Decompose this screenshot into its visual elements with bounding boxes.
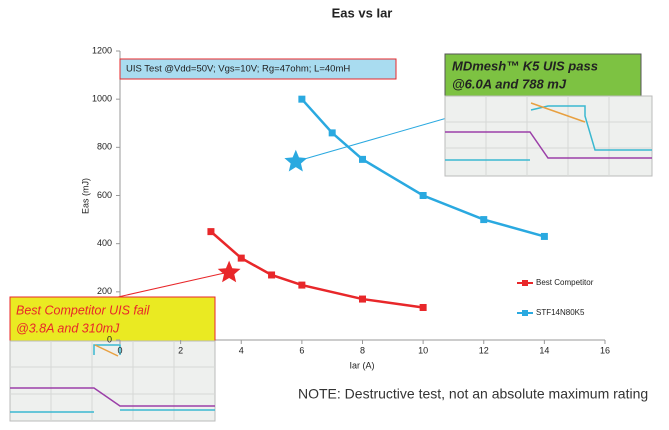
scope-image [444,95,653,177]
conditions-box [119,58,397,80]
y-tick-label: 600 [97,190,112,200]
y-axis-label: Eas (mJ) [80,178,90,214]
fail-text: @3.8A and 310mJ [16,321,120,335]
point [268,271,276,279]
highlight-star [217,260,241,283]
fail-box [9,296,216,342]
x-tick-label: 2 [178,345,183,355]
x-tick-label: 0 [117,345,122,355]
y-tick-label: 1000 [92,94,112,104]
chart-title: Eas vs Iar [332,5,393,20]
y-tick-label: 800 [97,142,112,152]
ticks: 0 200 400 600 800 1000 1200 0 2 4 6 8 10 12 14 16 [92,45,610,355]
x-tick-label: 14 [539,345,549,355]
series-line [300,98,545,238]
y-tick-label: 0 [107,334,112,344]
point [359,295,366,303]
x-tick-label: 16 [600,345,610,355]
point [359,155,366,163]
legend-swatch [522,310,528,316]
legend-swatch [522,280,528,286]
point [328,129,336,137]
highlight-star [284,149,308,172]
connector [293,117,448,163]
fail-text: Best Competitor UIS fail [16,303,151,317]
point [298,281,306,289]
point [540,232,548,240]
legend-label: Best Competitor [536,278,594,287]
x-tick-label: 4 [239,345,244,355]
x-tick-label: 8 [360,345,365,355]
pass-text: MDmesh™ K5 UIS pass [452,58,598,73]
x-axis-label: Iar (A) [349,360,374,370]
x-tick-label: 12 [479,345,489,355]
point [419,303,427,311]
point [237,254,245,262]
note: NOTE: Destructive test, not an absolute … [298,386,648,402]
point [480,216,488,224]
x-tick-label: 6 [299,345,304,355]
legend-label: STF14N80K5 [536,308,585,317]
series-line [210,230,424,309]
point [419,192,427,199]
y-tick-label: 400 [97,238,112,248]
x-tick-label: 10 [418,345,428,355]
y-tick-label: 1200 [92,45,112,55]
point [207,228,215,236]
plot: Best Competitor STF14N80K5 [207,95,594,317]
point [298,95,306,103]
pass-text: @6.0A and 788 mJ [452,76,567,91]
y-tick-label: 200 [97,286,112,296]
scope-image [9,340,216,422]
conditions-text: UIS Test @Vdd=50V; Vgs=10V; Rg=47ohm; L=… [126,64,350,75]
